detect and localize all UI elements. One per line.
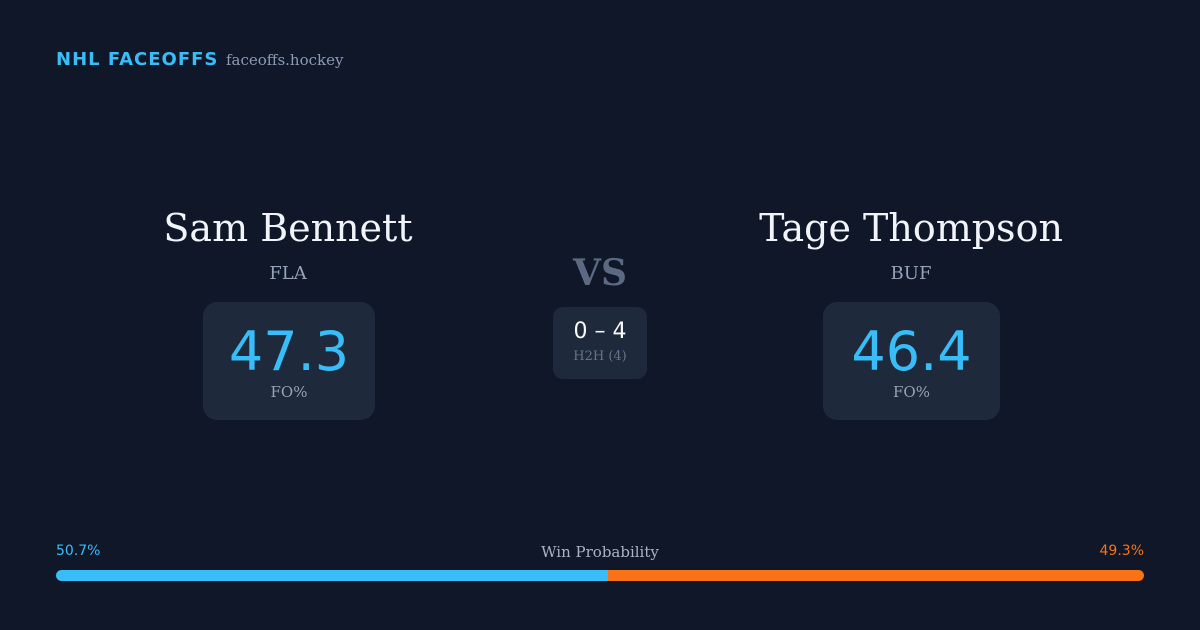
player-name: Sam Bennett [163, 206, 413, 250]
brand: NHL FACEOFFS [56, 49, 219, 70]
vs: VS [573, 252, 627, 294]
player-team: FLA [269, 263, 307, 284]
stat-box: 46.4 FO% [823, 302, 1000, 420]
player-name: Tage Thompson [759, 206, 1063, 250]
right-probability: 49.3% [1099, 543, 1144, 559]
h2h-score: 0 – 4 [573, 319, 627, 344]
left-segment [56, 570, 608, 581]
fo-value: 46.4 [851, 320, 972, 383]
h2h-box: 0 – 4 H2H (4) [553, 307, 647, 379]
fo-value: 47.3 [228, 320, 350, 383]
fo-label: FO% [893, 383, 930, 401]
right-segment [607, 570, 1144, 581]
left-probability: 50.7% [56, 543, 101, 559]
h2h-label: H2H (4) [573, 349, 627, 364]
player-team: BUF [890, 263, 932, 284]
fo-label: FO% [270, 383, 308, 401]
stat-box: 47.3 FO% [203, 302, 375, 420]
site: faceoffs.hockey [226, 51, 344, 69]
probability-title: Win Probability [541, 543, 659, 561]
probability-bar [56, 570, 1144, 581]
